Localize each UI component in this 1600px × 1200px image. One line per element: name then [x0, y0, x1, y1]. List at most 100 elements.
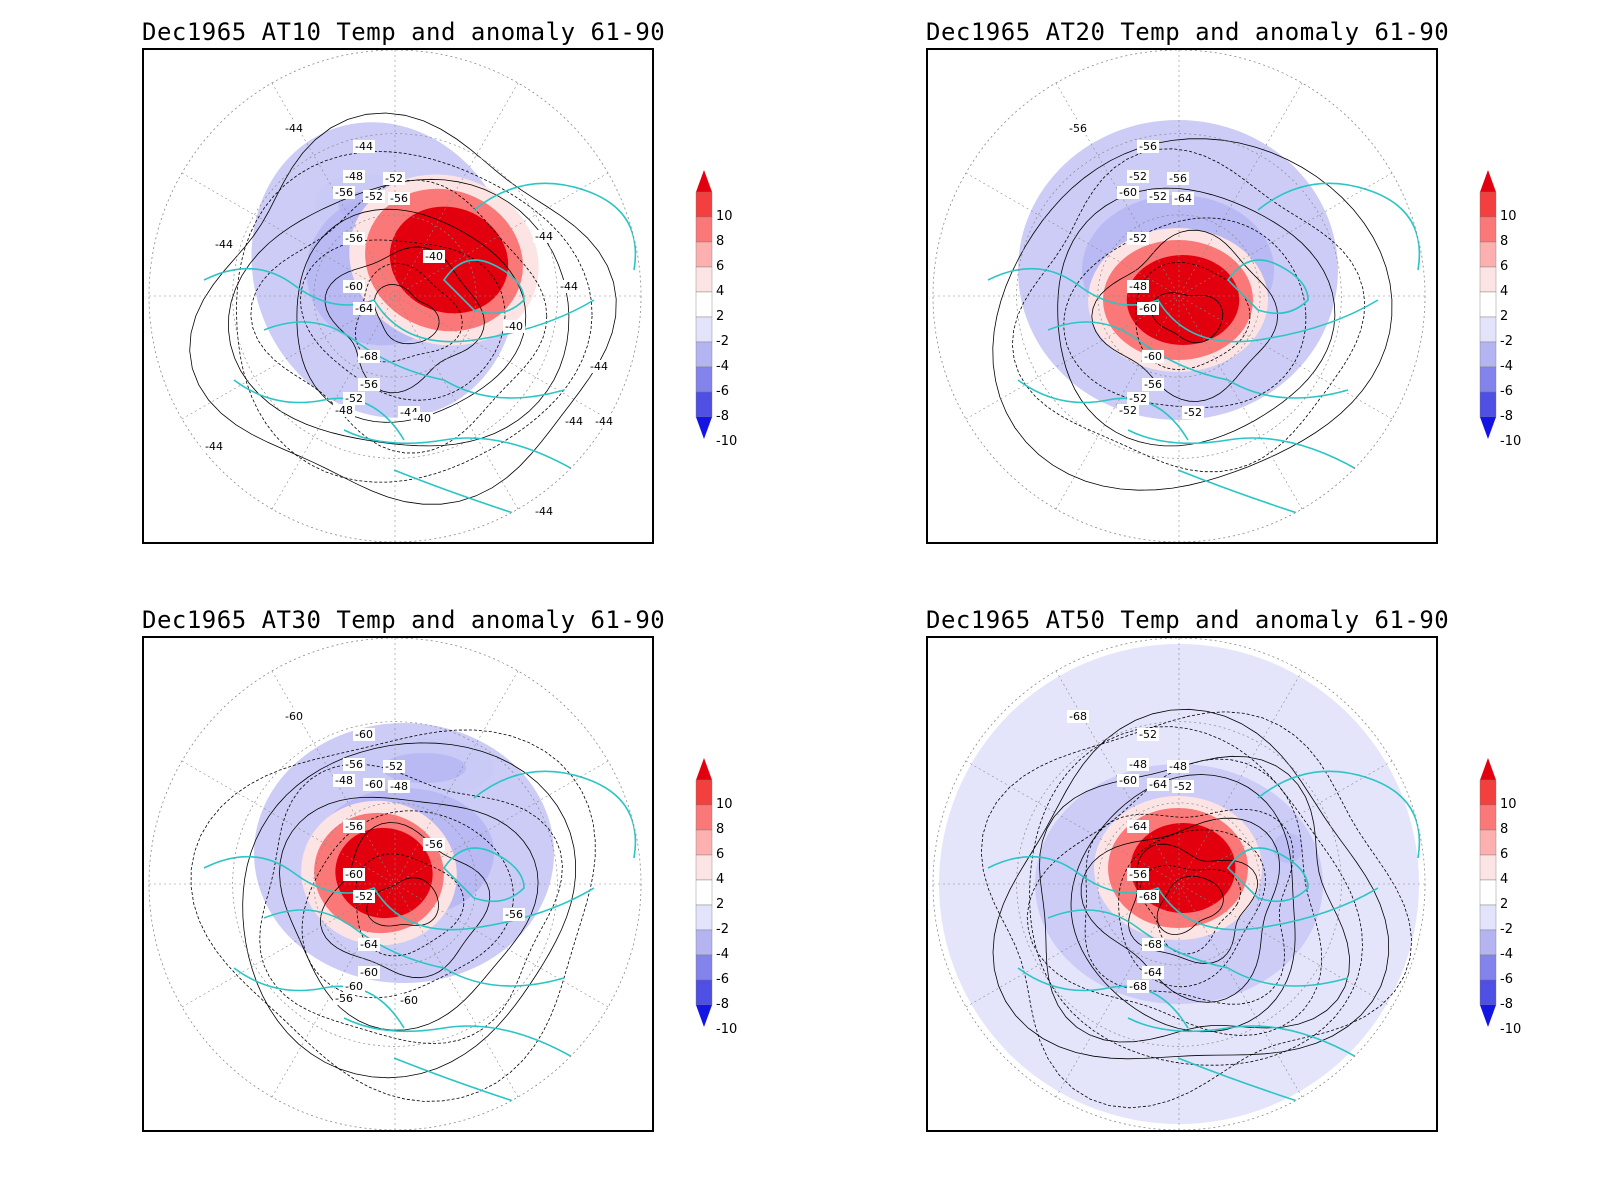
contour-label-bg	[1127, 868, 1149, 881]
polar-map: -68 -52 -48 -64 -48 -60 -52 -64 -56 -68 -68 -64 -68	[926, 636, 1438, 1132]
contour-label-bg	[283, 122, 305, 135]
contour-label-bg	[1142, 938, 1164, 951]
colorbar-tick-label: -4	[1500, 947, 1513, 962]
colorbar-bin	[1479, 979, 1497, 1006]
colorbar-tick-label: 2	[716, 897, 725, 912]
contour-label-bg	[1167, 172, 1189, 185]
coastline	[343, 1017, 575, 1059]
colorbar-tick-label: 8	[1500, 822, 1509, 837]
contour-label-bg	[593, 415, 615, 428]
colorbar-tick-label: -6	[716, 384, 729, 399]
colorbar-bin	[695, 241, 713, 268]
contour-label: -56	[360, 378, 378, 391]
contour-label: -44	[215, 238, 233, 251]
colorbar-bin	[695, 779, 713, 806]
colorbar-bin	[1479, 366, 1497, 393]
colorbar-tick-label: -10	[1500, 1022, 1522, 1037]
contour-label-bg	[343, 980, 365, 993]
colorbar-bin	[695, 904, 713, 931]
contour-label: -56	[345, 820, 363, 833]
temperature-contour	[366, 877, 439, 927]
colorbar-bin	[695, 879, 713, 906]
colorbar-tick-label: -10	[1500, 434, 1522, 449]
contour-label-bg	[1182, 406, 1204, 419]
temperature-contour	[1011, 148, 1366, 473]
contour-label-bg	[353, 728, 375, 741]
coastline	[1177, 469, 1389, 531]
contour-label-bg	[343, 232, 365, 245]
temperature-contour	[373, 284, 440, 345]
contour-label: -64	[360, 938, 378, 951]
temperature-contour	[1135, 261, 1251, 370]
contour-label: -56	[1139, 140, 1157, 153]
colorbar-tick-label: -6	[1500, 384, 1513, 399]
panel-title: Dec1965 AT50 Temp and anomaly 61-90	[926, 606, 1450, 634]
colorbar-arrow-bottom	[1480, 417, 1496, 439]
contour-label-bg	[213, 238, 235, 251]
contour-label-bg	[283, 710, 305, 723]
panel-at50: Dec1965 AT50 Temp and anomaly 61-90 -68-…	[926, 606, 1600, 1196]
colorbar-bin	[1479, 341, 1497, 368]
colorbar-svg	[695, 170, 713, 439]
contour-label: -68	[1144, 938, 1162, 951]
colorbar-arrow-top	[696, 758, 712, 780]
colorbar-tick-label: -10	[716, 434, 738, 449]
colorbar: 10 8 6 4 2 -2 -4 -6 -8 -10	[694, 170, 754, 460]
colorbar-arrow-top	[1480, 170, 1496, 192]
colorbar-bin	[695, 391, 713, 418]
coastline	[1226, 259, 1309, 315]
contour-label-bg	[1117, 404, 1139, 417]
panel-at20: Dec1965 AT20 Temp and anomaly 61-90 -56-…	[926, 18, 1600, 608]
colorbar-bin	[695, 829, 713, 856]
latitude-circle	[313, 214, 477, 378]
temperature-contour	[1139, 865, 1242, 955]
colorbar-bin	[695, 979, 713, 1006]
colorbar-arrow-bottom	[1480, 1005, 1496, 1027]
contour-label: -44	[560, 280, 578, 293]
temperature-contour	[259, 763, 563, 1045]
contour-label-bg	[1172, 192, 1194, 205]
contour-label: -60	[345, 980, 363, 993]
coastline	[1226, 847, 1309, 903]
contour-label: -44	[595, 415, 613, 428]
contour-label: -52	[365, 190, 383, 203]
colorbar-tick-label: 4	[716, 872, 725, 887]
contour-label-bg	[1067, 710, 1089, 723]
contour-label: -44	[285, 122, 303, 135]
coastline	[1257, 182, 1421, 271]
contour-label: -60	[360, 966, 378, 979]
contour-label-bg	[363, 778, 385, 791]
latitude-circle	[1097, 802, 1261, 966]
contour-label: -56	[425, 838, 443, 851]
contour-label-bg	[1127, 232, 1149, 245]
colorbar-bin	[1479, 266, 1497, 293]
colorbar-bin	[695, 191, 713, 218]
contour-label: -56	[1069, 122, 1087, 135]
temperature-contour	[189, 112, 617, 505]
contour-label-bg	[333, 404, 355, 417]
contour-label: -52	[355, 890, 373, 903]
polar-map: -44 -44 -48 -52 -52 -56 -56 -56 -60 -64 -68 -56 -52-…	[142, 48, 654, 544]
colorbar-tick-label: -4	[1500, 359, 1513, 374]
contour-label-bg	[533, 230, 555, 243]
contour-label-bg	[203, 440, 225, 453]
contour-label-bg	[1137, 890, 1159, 903]
colorbar-tick-label: 2	[716, 309, 725, 324]
temperature-contour	[1118, 829, 1266, 988]
temperature-contour	[992, 138, 1393, 491]
contour-label: -48	[1129, 758, 1147, 771]
contour-label: -52	[1129, 232, 1147, 245]
contour-label-bg	[353, 140, 375, 153]
colorbar-tick-label: -2	[1500, 922, 1513, 937]
colorbar-bin	[695, 929, 713, 956]
contour-label-bg	[358, 966, 380, 979]
contour-label-bg	[343, 868, 365, 881]
colorbar-tick-label: 6	[1500, 259, 1509, 274]
coastline	[1127, 1017, 1359, 1059]
contour-label-bg	[1172, 780, 1194, 793]
coastline	[1017, 379, 1189, 441]
contour-label-bg	[388, 192, 410, 205]
panel-at30: Dec1965 AT30 Temp and anomaly 61-90 -60-…	[142, 606, 922, 1196]
contour-label-bg	[333, 774, 355, 787]
colorbar-arrow-bottom	[696, 1005, 712, 1027]
